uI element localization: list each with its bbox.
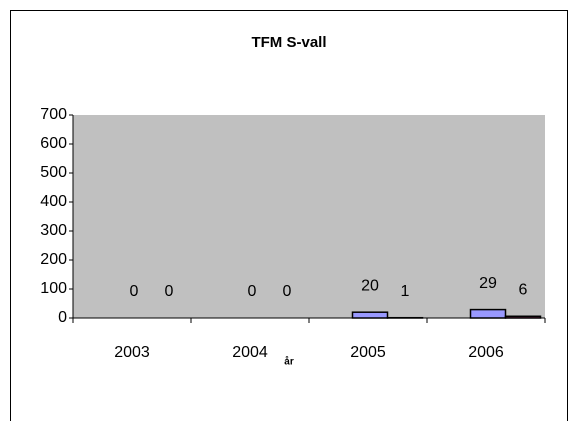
plot-area [73, 115, 545, 318]
y-tick-label: 100 [40, 280, 67, 297]
x-tick-label: 2003 [114, 344, 150, 361]
data-label: 29 [479, 275, 497, 292]
x-tick-label: 2004 [232, 344, 268, 361]
bar [469, 308, 507, 319]
y-tick-label: 500 [40, 164, 67, 181]
y-tick-label: 300 [40, 222, 67, 239]
data-label: 1 [401, 283, 410, 300]
bar [504, 315, 542, 319]
data-label: 0 [248, 283, 257, 300]
x-tick-label: 2005 [350, 344, 386, 361]
y-tick-label: 700 [40, 106, 67, 123]
y-tick-label: 200 [40, 251, 67, 268]
bar [351, 311, 389, 319]
y-tick-label: 0 [58, 309, 67, 326]
y-tick-label: 400 [40, 193, 67, 210]
x-axis-label: år [284, 356, 294, 368]
chart-title: TFM S-vall [251, 34, 326, 51]
data-label: 20 [361, 277, 379, 294]
data-label: 0 [283, 283, 292, 300]
data-label: 6 [519, 281, 528, 298]
data-label: 0 [165, 283, 174, 300]
x-tick-label: 2006 [468, 344, 504, 361]
y-tick-label: 600 [40, 135, 67, 152]
data-label: 0 [130, 283, 139, 300]
